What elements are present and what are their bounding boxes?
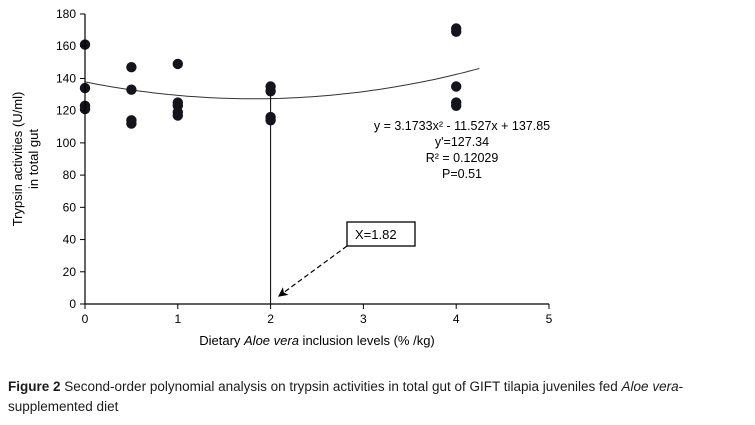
data-point bbox=[265, 115, 276, 126]
caption-species-italic: Aloe vera bbox=[621, 379, 679, 394]
figure-label: Figure 2 bbox=[8, 379, 61, 394]
stats-annotation: P=0.51 bbox=[442, 167, 482, 181]
data-point bbox=[451, 81, 462, 92]
y-tick-label: 80 bbox=[63, 168, 77, 182]
callout-arrow bbox=[278, 245, 348, 297]
data-point bbox=[451, 100, 462, 112]
data-point bbox=[265, 86, 276, 97]
x-tick-label: 1 bbox=[174, 312, 181, 326]
callout-label: X=1.82 bbox=[355, 227, 397, 242]
data-point bbox=[172, 110, 183, 121]
x-axis-label-part: Aloe vera bbox=[243, 333, 299, 348]
y-tick-label: 60 bbox=[63, 200, 77, 214]
trypsin-scatter-chart: 0 20 40 60 80 100 120 140 160 180 0 1 2 3 4 5 Trypsin ac… bbox=[10, 7, 553, 348]
y-tick-label: 140 bbox=[56, 71, 76, 85]
data-point bbox=[451, 26, 462, 37]
y-tick-label: 120 bbox=[56, 104, 76, 118]
x-tick-label: 0 bbox=[82, 312, 89, 326]
x-tick-label: 4 bbox=[453, 312, 460, 326]
stats-annotation: y'=127.34 bbox=[435, 135, 489, 149]
y-tick-label: 0 bbox=[69, 297, 76, 311]
y-tick-label: 180 bbox=[56, 7, 76, 21]
x-tick-label: 2 bbox=[267, 312, 274, 326]
x-axis-label: Dietary Aloe vera inclusion levels (% /k… bbox=[199, 333, 435, 348]
x-axis-label-part: Dietary bbox=[199, 333, 244, 348]
data-point bbox=[126, 61, 137, 73]
y-axis-label: in total gut bbox=[26, 129, 41, 189]
x-tick-label: 3 bbox=[360, 312, 367, 326]
figure-caption: Figure 2 Second-order polynomial analysi… bbox=[0, 373, 755, 416]
y-tick-label: 100 bbox=[56, 136, 76, 150]
trend-line bbox=[84, 68, 480, 100]
data-point bbox=[126, 118, 137, 129]
stats-annotation: y = 3.1733x² - 11.527x + 137.85 bbox=[374, 119, 550, 133]
x-tick-label: 5 bbox=[546, 312, 553, 326]
y-axis-label: Trypsin activities (U/ml) bbox=[10, 92, 25, 227]
data-point bbox=[172, 58, 183, 70]
stats-annotation: R² = 0.12029 bbox=[426, 151, 499, 165]
callout-box bbox=[346, 221, 416, 247]
caption-body: Second-order polynomial analysis on tryp… bbox=[60, 379, 622, 394]
data-point bbox=[126, 84, 137, 95]
x-axis-label-part: inclusion levels (% /kg) bbox=[299, 333, 435, 348]
y-tick-label: 160 bbox=[56, 39, 76, 53]
y-tick-label: 40 bbox=[63, 233, 77, 247]
caption-tail: -supplemented diet bbox=[8, 379, 684, 414]
y-tick-label: 20 bbox=[63, 265, 77, 279]
